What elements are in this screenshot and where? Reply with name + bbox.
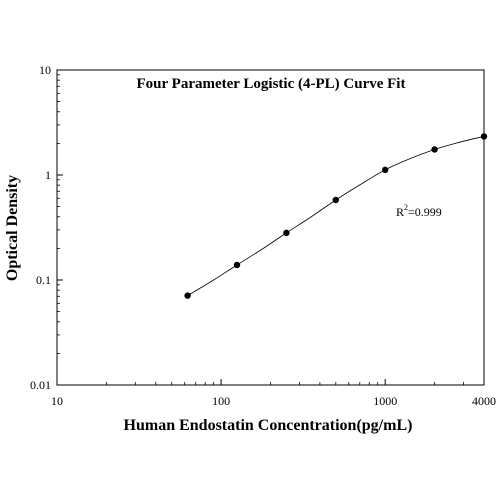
x-axis-label: Human Endostatin Concentration(pg/mL) — [124, 417, 413, 434]
plot-frame — [56, 69, 485, 386]
x-axis-ticks: 10 100 1000 4000 — [51, 379, 496, 408]
r-squared-superscript: 2 — [404, 203, 408, 212]
data-point — [332, 196, 340, 204]
x-tick-label: 10 — [51, 394, 63, 408]
y-tick-label: 0.01 — [30, 378, 51, 392]
y-tick-label: 0.1 — [36, 273, 51, 287]
data-point — [480, 133, 488, 140]
y-tick-label: 1 — [45, 168, 51, 182]
y-axis-label: Optical Density — [4, 175, 21, 281]
r-squared-base: R — [396, 205, 404, 219]
x-tick-label: 1000 — [373, 394, 397, 408]
data-points — [184, 133, 488, 299]
chart-title: Four Parameter Logistic (4-PL) Curve Fit — [137, 76, 406, 92]
y-axis-ticks: 0.01 0.1 1 10 — [30, 63, 63, 392]
r-squared-value: =0.999 — [408, 205, 442, 219]
y-tick-label: 10 — [39, 63, 51, 77]
r-squared-annotation: R2=0.999 — [396, 203, 442, 219]
data-point — [431, 146, 438, 153]
data-point — [283, 229, 290, 237]
x-tick-label: 4000 — [472, 394, 496, 408]
data-point — [382, 166, 389, 174]
x-tick-label: 100 — [212, 394, 230, 408]
data-point — [184, 292, 191, 299]
data-point — [233, 261, 241, 269]
